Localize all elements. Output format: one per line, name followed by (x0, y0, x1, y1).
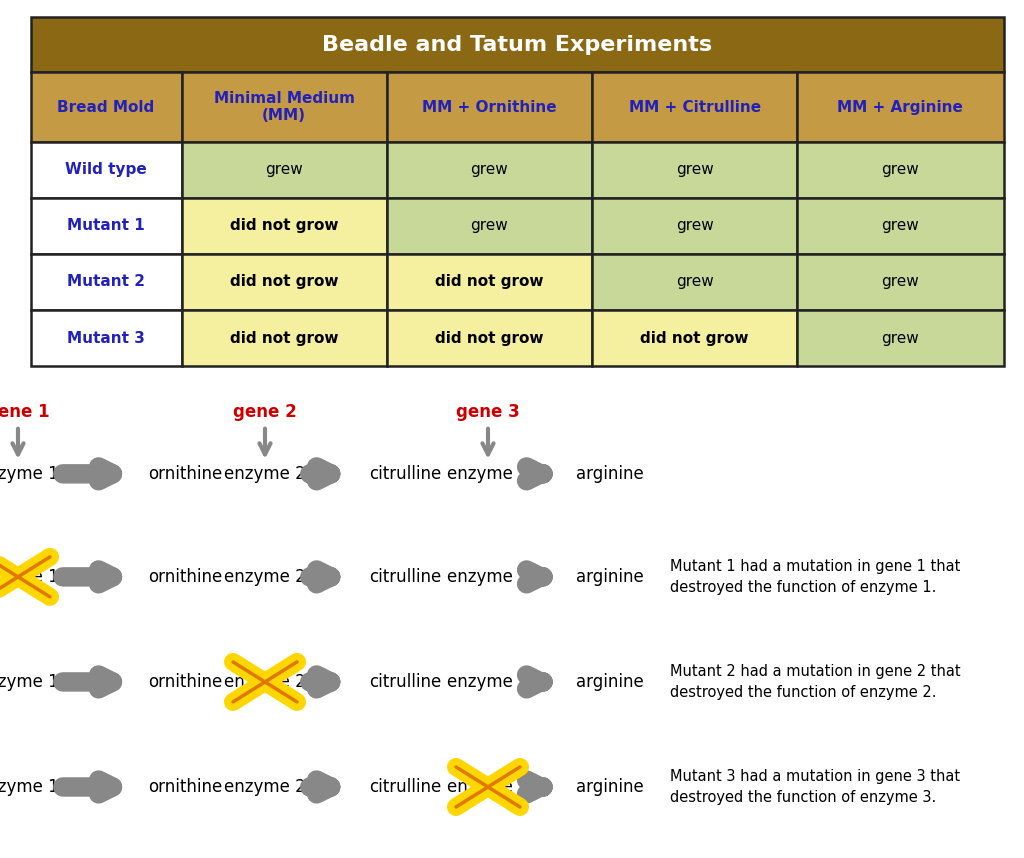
Text: did not grow: did not grow (229, 219, 338, 233)
Text: Mutant 1: Mutant 1 (68, 219, 145, 233)
Text: grew: grew (676, 275, 714, 289)
Text: did not grow: did not grow (435, 275, 544, 289)
Text: enzyme 3: enzyme 3 (447, 778, 528, 796)
Bar (31, 198, 181, 254)
Text: grew: grew (882, 162, 920, 178)
Text: grew: grew (676, 219, 714, 233)
Text: Beadle and Tatum Experiments: Beadle and Tatum Experiments (323, 35, 712, 55)
Text: Bread Mold: Bread Mold (57, 100, 155, 115)
Text: Wild type: Wild type (66, 162, 147, 178)
Bar (31, 142, 181, 198)
Text: ornithine: ornithine (147, 465, 222, 483)
Bar (592, 254, 798, 310)
Text: did not grow: did not grow (640, 330, 749, 346)
Text: MM + Ornithine: MM + Ornithine (422, 100, 557, 115)
Text: did not grow: did not grow (435, 330, 544, 346)
Text: ornithine: ornithine (147, 568, 222, 586)
Text: enzyme 1: enzyme 1 (0, 568, 58, 586)
Text: citrulline: citrulline (369, 778, 441, 796)
Text: grew: grew (470, 162, 508, 178)
Bar (181, 310, 387, 366)
Bar (387, 254, 592, 310)
Text: arginine: arginine (577, 568, 644, 586)
Bar (798, 310, 1004, 366)
Text: Mutant 1 had a mutation in gene 1 that
destroyed the function of enzyme 1.: Mutant 1 had a mutation in gene 1 that d… (670, 559, 961, 595)
Text: enzyme 2: enzyme 2 (224, 568, 306, 586)
Bar (31, 17, 1004, 72)
Text: grew: grew (882, 275, 920, 289)
Bar (592, 310, 798, 366)
Text: MM + Citrulline: MM + Citrulline (629, 100, 761, 115)
Bar (798, 254, 1004, 310)
Bar (387, 142, 592, 198)
Text: enzyme 3: enzyme 3 (447, 465, 528, 483)
Text: citrulline: citrulline (369, 568, 441, 586)
Text: Mutant 3: Mutant 3 (68, 330, 145, 346)
Text: enzyme 3: enzyme 3 (447, 568, 528, 586)
Text: did not grow: did not grow (229, 330, 338, 346)
Bar (31, 72, 181, 142)
Bar (592, 198, 798, 254)
Bar (181, 142, 387, 198)
Bar (31, 310, 181, 366)
Text: Minimal Medium
(MM): Minimal Medium (MM) (214, 91, 354, 124)
Bar (31, 254, 181, 310)
Text: Mutant 2: Mutant 2 (68, 275, 145, 289)
Text: gene 3: gene 3 (456, 402, 520, 420)
Text: grew: grew (265, 162, 303, 178)
Text: citrulline: citrulline (369, 465, 441, 483)
Text: arginine: arginine (577, 778, 644, 796)
Text: grew: grew (470, 219, 508, 233)
Text: enzyme 1: enzyme 1 (0, 673, 58, 691)
Text: gene 1: gene 1 (0, 402, 50, 420)
Text: grew: grew (882, 219, 920, 233)
Text: did not grow: did not grow (229, 275, 338, 289)
Bar (798, 198, 1004, 254)
Text: MM + Arginine: MM + Arginine (838, 100, 964, 115)
Text: enzyme 1: enzyme 1 (0, 465, 58, 483)
Text: enzyme 2: enzyme 2 (224, 673, 306, 691)
Text: ornithine: ornithine (147, 778, 222, 796)
Bar (387, 198, 592, 254)
Text: enzyme 3: enzyme 3 (447, 673, 528, 691)
Text: citrulline: citrulline (369, 673, 441, 691)
Bar (592, 142, 798, 198)
Bar (387, 72, 592, 142)
Text: Mutant 2 had a mutation in gene 2 that
destroyed the function of enzyme 2.: Mutant 2 had a mutation in gene 2 that d… (670, 664, 961, 700)
Bar (798, 142, 1004, 198)
Text: enzyme 1: enzyme 1 (0, 778, 58, 796)
Text: Mutant 3 had a mutation in gene 3 that
destroyed the function of enzyme 3.: Mutant 3 had a mutation in gene 3 that d… (670, 769, 961, 805)
Bar (592, 72, 798, 142)
Bar (387, 310, 592, 366)
Text: arginine: arginine (577, 673, 644, 691)
Text: enzyme 2: enzyme 2 (224, 465, 306, 483)
Bar (798, 72, 1004, 142)
Text: grew: grew (676, 162, 714, 178)
Text: enzyme 2: enzyme 2 (224, 778, 306, 796)
Text: gene 2: gene 2 (233, 402, 297, 420)
Bar (181, 254, 387, 310)
Bar (181, 198, 387, 254)
Text: ornithine: ornithine (147, 673, 222, 691)
Text: arginine: arginine (577, 465, 644, 483)
Text: grew: grew (882, 330, 920, 346)
Bar (181, 72, 387, 142)
